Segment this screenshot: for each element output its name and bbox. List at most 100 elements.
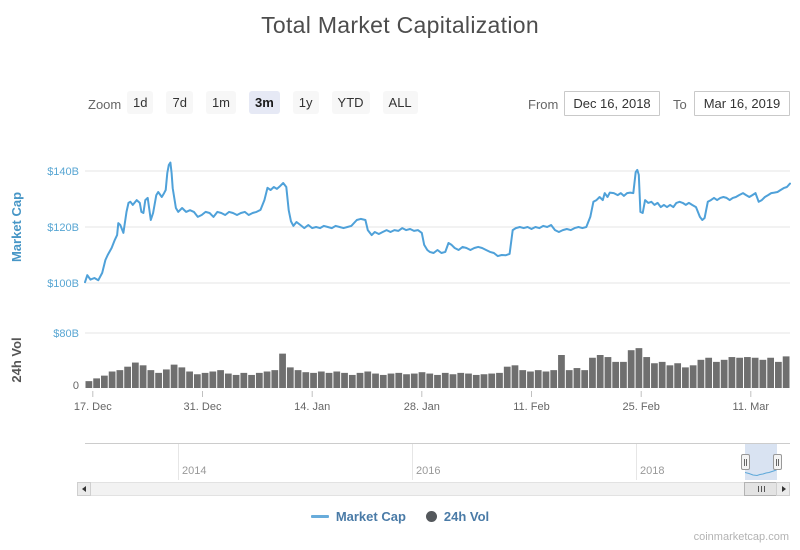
volume-bar bbox=[503, 366, 511, 388]
navigator-selected-range[interactable] bbox=[744, 444, 778, 480]
volume-bar bbox=[193, 374, 201, 388]
y-tick-100b: $100B bbox=[47, 278, 79, 290]
volume-bar bbox=[108, 371, 116, 388]
volume-bar bbox=[131, 362, 139, 388]
volume-bars-series bbox=[85, 348, 790, 389]
volume-bar bbox=[403, 374, 410, 388]
volume-bar bbox=[209, 371, 217, 388]
volume-bar bbox=[147, 370, 155, 389]
y-tick-80b: $80B bbox=[53, 328, 79, 340]
volume-bar bbox=[558, 355, 565, 388]
volume-bar bbox=[348, 374, 356, 388]
volume-bar bbox=[186, 371, 193, 388]
volume-bar bbox=[534, 370, 542, 389]
y-tick-0: 0 bbox=[73, 380, 79, 392]
volume-bar bbox=[410, 373, 418, 388]
legend-item-market-cap[interactable]: Market Cap bbox=[310, 509, 406, 524]
zoom-button-1d[interactable]: 1d bbox=[127, 91, 154, 114]
to-label: To bbox=[673, 97, 687, 112]
page-title: Total Market Capitalization bbox=[261, 12, 539, 38]
volume-bar bbox=[782, 356, 790, 389]
volume-bar bbox=[488, 373, 496, 388]
volume-bar bbox=[449, 374, 457, 388]
scrollbar-right-arrow-button[interactable] bbox=[776, 482, 790, 496]
volume-bar bbox=[395, 372, 403, 389]
left-arrow-icon bbox=[82, 486, 86, 492]
volume-bar bbox=[217, 370, 224, 389]
volume-bar bbox=[170, 364, 178, 389]
volume-bar bbox=[658, 361, 666, 389]
volume-bar bbox=[767, 357, 775, 388]
watermark: coinmarketcap.com bbox=[693, 531, 789, 543]
volume-bar bbox=[426, 373, 434, 388]
zoom-button-3m[interactable]: 3m bbox=[249, 91, 280, 114]
chart-scrollbar-track[interactable] bbox=[77, 482, 790, 496]
zoom-button-all[interactable]: ALL bbox=[382, 91, 418, 114]
volume-bar bbox=[643, 357, 651, 388]
x-axis-label: 14. Jan bbox=[294, 401, 330, 413]
volume-bar bbox=[751, 357, 759, 388]
x-axis-ticks bbox=[92, 391, 752, 397]
volume-bar bbox=[294, 370, 302, 389]
zoom-button-1y[interactable]: 1y bbox=[292, 91, 319, 114]
navigator-year-2018: 2018 bbox=[640, 465, 665, 477]
navigator-right-handle[interactable] bbox=[773, 454, 782, 470]
volume-bar bbox=[162, 369, 170, 388]
market-cap-y-axis: $140B $120B $100B bbox=[47, 166, 79, 290]
volume-bar bbox=[139, 365, 147, 388]
volume-bar bbox=[310, 372, 317, 389]
volume-bar bbox=[364, 371, 372, 388]
scrollbar-left-arrow-button[interactable] bbox=[77, 482, 91, 496]
volume-bar bbox=[728, 357, 736, 388]
volume-bar bbox=[620, 361, 627, 389]
zoom-button-ytd[interactable]: YTD bbox=[331, 91, 370, 114]
volume-bar bbox=[550, 370, 558, 389]
scrollbar-thumb[interactable] bbox=[744, 482, 778, 496]
volume-bar bbox=[465, 373, 472, 388]
volume-bar bbox=[480, 374, 488, 388]
volume-bar bbox=[240, 372, 248, 389]
volume-bar bbox=[596, 355, 604, 388]
volume-axis-title: 24h Vol bbox=[9, 337, 24, 382]
volume-bar bbox=[418, 372, 426, 388]
volume-bar bbox=[573, 368, 581, 388]
volume-bar bbox=[542, 371, 550, 388]
navigator-year-2016: 2016 bbox=[416, 465, 441, 477]
legend-label-market-cap: Market Cap bbox=[335, 509, 406, 524]
volume-bar bbox=[589, 357, 596, 388]
navigator[interactable]: 2014 2016 2018 bbox=[85, 443, 790, 480]
volume-bar bbox=[674, 363, 682, 388]
x-axis-label: 11. Feb bbox=[513, 401, 550, 413]
volume-bar bbox=[697, 359, 705, 388]
navigator-year-2014: 2014 bbox=[182, 465, 207, 477]
navigator-gridline bbox=[178, 444, 179, 480]
volume-bar bbox=[341, 372, 348, 389]
navigator-series-preview bbox=[744, 469, 778, 477]
navigator-left-handle[interactable] bbox=[741, 454, 750, 470]
volume-bar bbox=[527, 371, 534, 388]
circle-marker-icon bbox=[425, 511, 437, 522]
x-axis-label: 25. Feb bbox=[623, 401, 660, 413]
volume-bar bbox=[232, 374, 240, 388]
volume-bar bbox=[441, 372, 449, 389]
volume-bar bbox=[317, 371, 325, 388]
volume-bar bbox=[496, 372, 503, 389]
volume-bar bbox=[759, 359, 767, 388]
legend-item-24h-vol[interactable]: 24h Vol bbox=[425, 509, 490, 524]
x-axis-labels: 17. Dec 31. Dec 14. Jan 28. Jan 11. Feb 25. F… bbox=[74, 401, 770, 413]
volume-bar bbox=[279, 353, 286, 389]
to-date-input[interactable] bbox=[694, 91, 790, 116]
navigator-gridline bbox=[636, 444, 637, 480]
legend-label-24h-vol: 24h Vol bbox=[443, 509, 490, 524]
zoom-button-1m[interactable]: 1m bbox=[205, 91, 236, 114]
volume-y-axis: $80B 0 bbox=[53, 328, 79, 392]
volume-bar bbox=[666, 365, 674, 388]
navigator-gridline bbox=[412, 444, 413, 480]
volume-bar bbox=[627, 350, 635, 388]
x-axis-label: 11. Mar bbox=[733, 401, 770, 413]
zoom-button-7d[interactable]: 7d bbox=[166, 91, 193, 114]
volume-bar bbox=[85, 381, 93, 389]
from-date-input[interactable] bbox=[564, 91, 660, 116]
volume-bar bbox=[705, 357, 713, 388]
volume-bar bbox=[434, 374, 441, 388]
